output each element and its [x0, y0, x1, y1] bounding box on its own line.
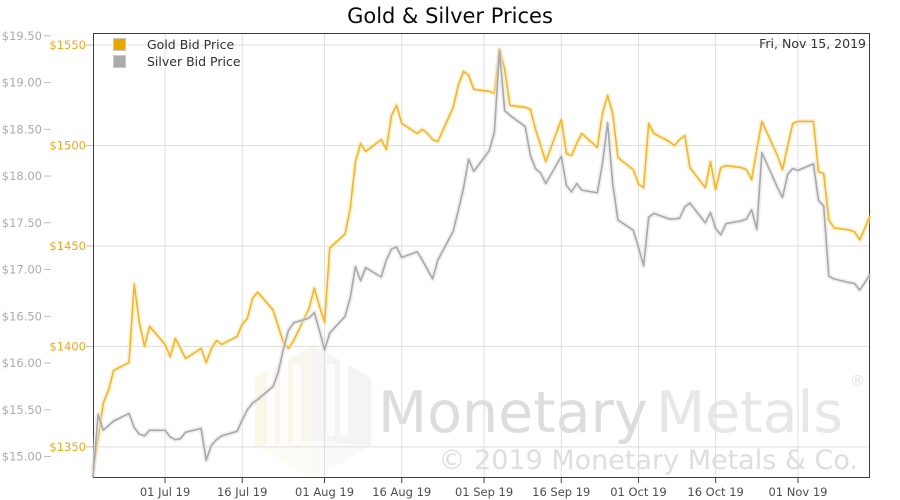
- legend-label: Gold Bid Price: [147, 37, 235, 52]
- x-axis-tick-label: 01 Nov 19: [768, 485, 827, 499]
- x-axis-tick-label: 01 Aug 19: [295, 485, 354, 499]
- x-axis-tick-label: 16 Oct 19: [687, 485, 743, 499]
- silver-axis-tick-label: $19.00: [2, 76, 42, 90]
- silver-axis-tick-label: $18.50: [2, 122, 42, 136]
- x-axis-tick-label: 01 Sep 19: [455, 485, 513, 499]
- axis-ticks: [44, 35, 799, 483]
- x-axis-labels: 01 Jul 19 16 Jul 19 01 Aug 19 16 Aug 19 01 S…: [140, 485, 828, 499]
- silver-axis-tick-label: $17.00: [2, 263, 42, 277]
- latest-date-annotation: Fri, Nov 15, 2019: [759, 36, 866, 51]
- watermark-hexagon-logo: [255, 345, 371, 479]
- plot-border: [93, 33, 870, 478]
- series-lines[interactable]: [90, 46, 873, 478]
- legend-item-silver: Silver Bid Price: [113, 53, 241, 70]
- gold-axis-tick-label: $1450: [49, 239, 86, 253]
- legend-item-gold: Gold Bid Price: [113, 36, 241, 53]
- silver-swatch-icon: [113, 55, 126, 68]
- gold-axis-tick-label: $1350: [49, 440, 86, 454]
- silver-axis-tick-label: $19.50: [2, 29, 42, 43]
- watermark-copyright: © 2019 Monetary Metals & Co.: [438, 445, 858, 476]
- legend-label: Silver Bid Price: [147, 54, 241, 69]
- silver-axis-tick-label: $16.00: [2, 356, 42, 370]
- silver-axis-tick-label: $15.50: [2, 403, 42, 417]
- x-axis-tick-label: 16 Aug 19: [372, 485, 431, 499]
- x-axis-tick-label: 01 Oct 19: [610, 485, 666, 499]
- gold-axis-tick-label: $1500: [49, 139, 86, 153]
- silver-axis-tick-label: $17.50: [2, 216, 42, 230]
- legend: Gold Bid Price Silver Bid Price: [113, 36, 241, 70]
- watermark-brand-metals: Metals: [656, 380, 843, 446]
- silver-axis-labels: $19.50 $19.00 $18.50 $18.00 $17.50 $17.00 $16.…: [2, 29, 42, 464]
- watermark: Monetary Metals ® © 2019 Monetary Metals…: [255, 345, 865, 479]
- page-title: Gold & Silver Prices: [347, 4, 553, 28]
- x-axis-tick-label: 01 Jul 19: [140, 485, 190, 499]
- watermark-brand-monetary: Monetary: [378, 380, 648, 446]
- gold-axis-tick-label: $1400: [49, 339, 86, 353]
- gold-axis-tick-label: $1550: [49, 38, 86, 52]
- gold-axis-labels: $1550 $1500 $1450 $1400 $1350: [49, 38, 86, 454]
- registered-trademark-icon: ®: [850, 372, 865, 390]
- silver-axis-tick-label: $18.00: [2, 169, 42, 183]
- x-axis-tick-label: 16 Jul 19: [217, 485, 267, 499]
- silver-bid-price-line[interactable]: [92, 49, 871, 478]
- silver-axis-tick-label: $16.50: [2, 309, 42, 323]
- gold-swatch-icon: [113, 38, 126, 51]
- silver-axis-tick-label: $15.00: [2, 449, 42, 463]
- gold-bid-price-line[interactable]: [92, 48, 871, 470]
- x-axis-tick-label: 16 Sep 19: [532, 485, 590, 499]
